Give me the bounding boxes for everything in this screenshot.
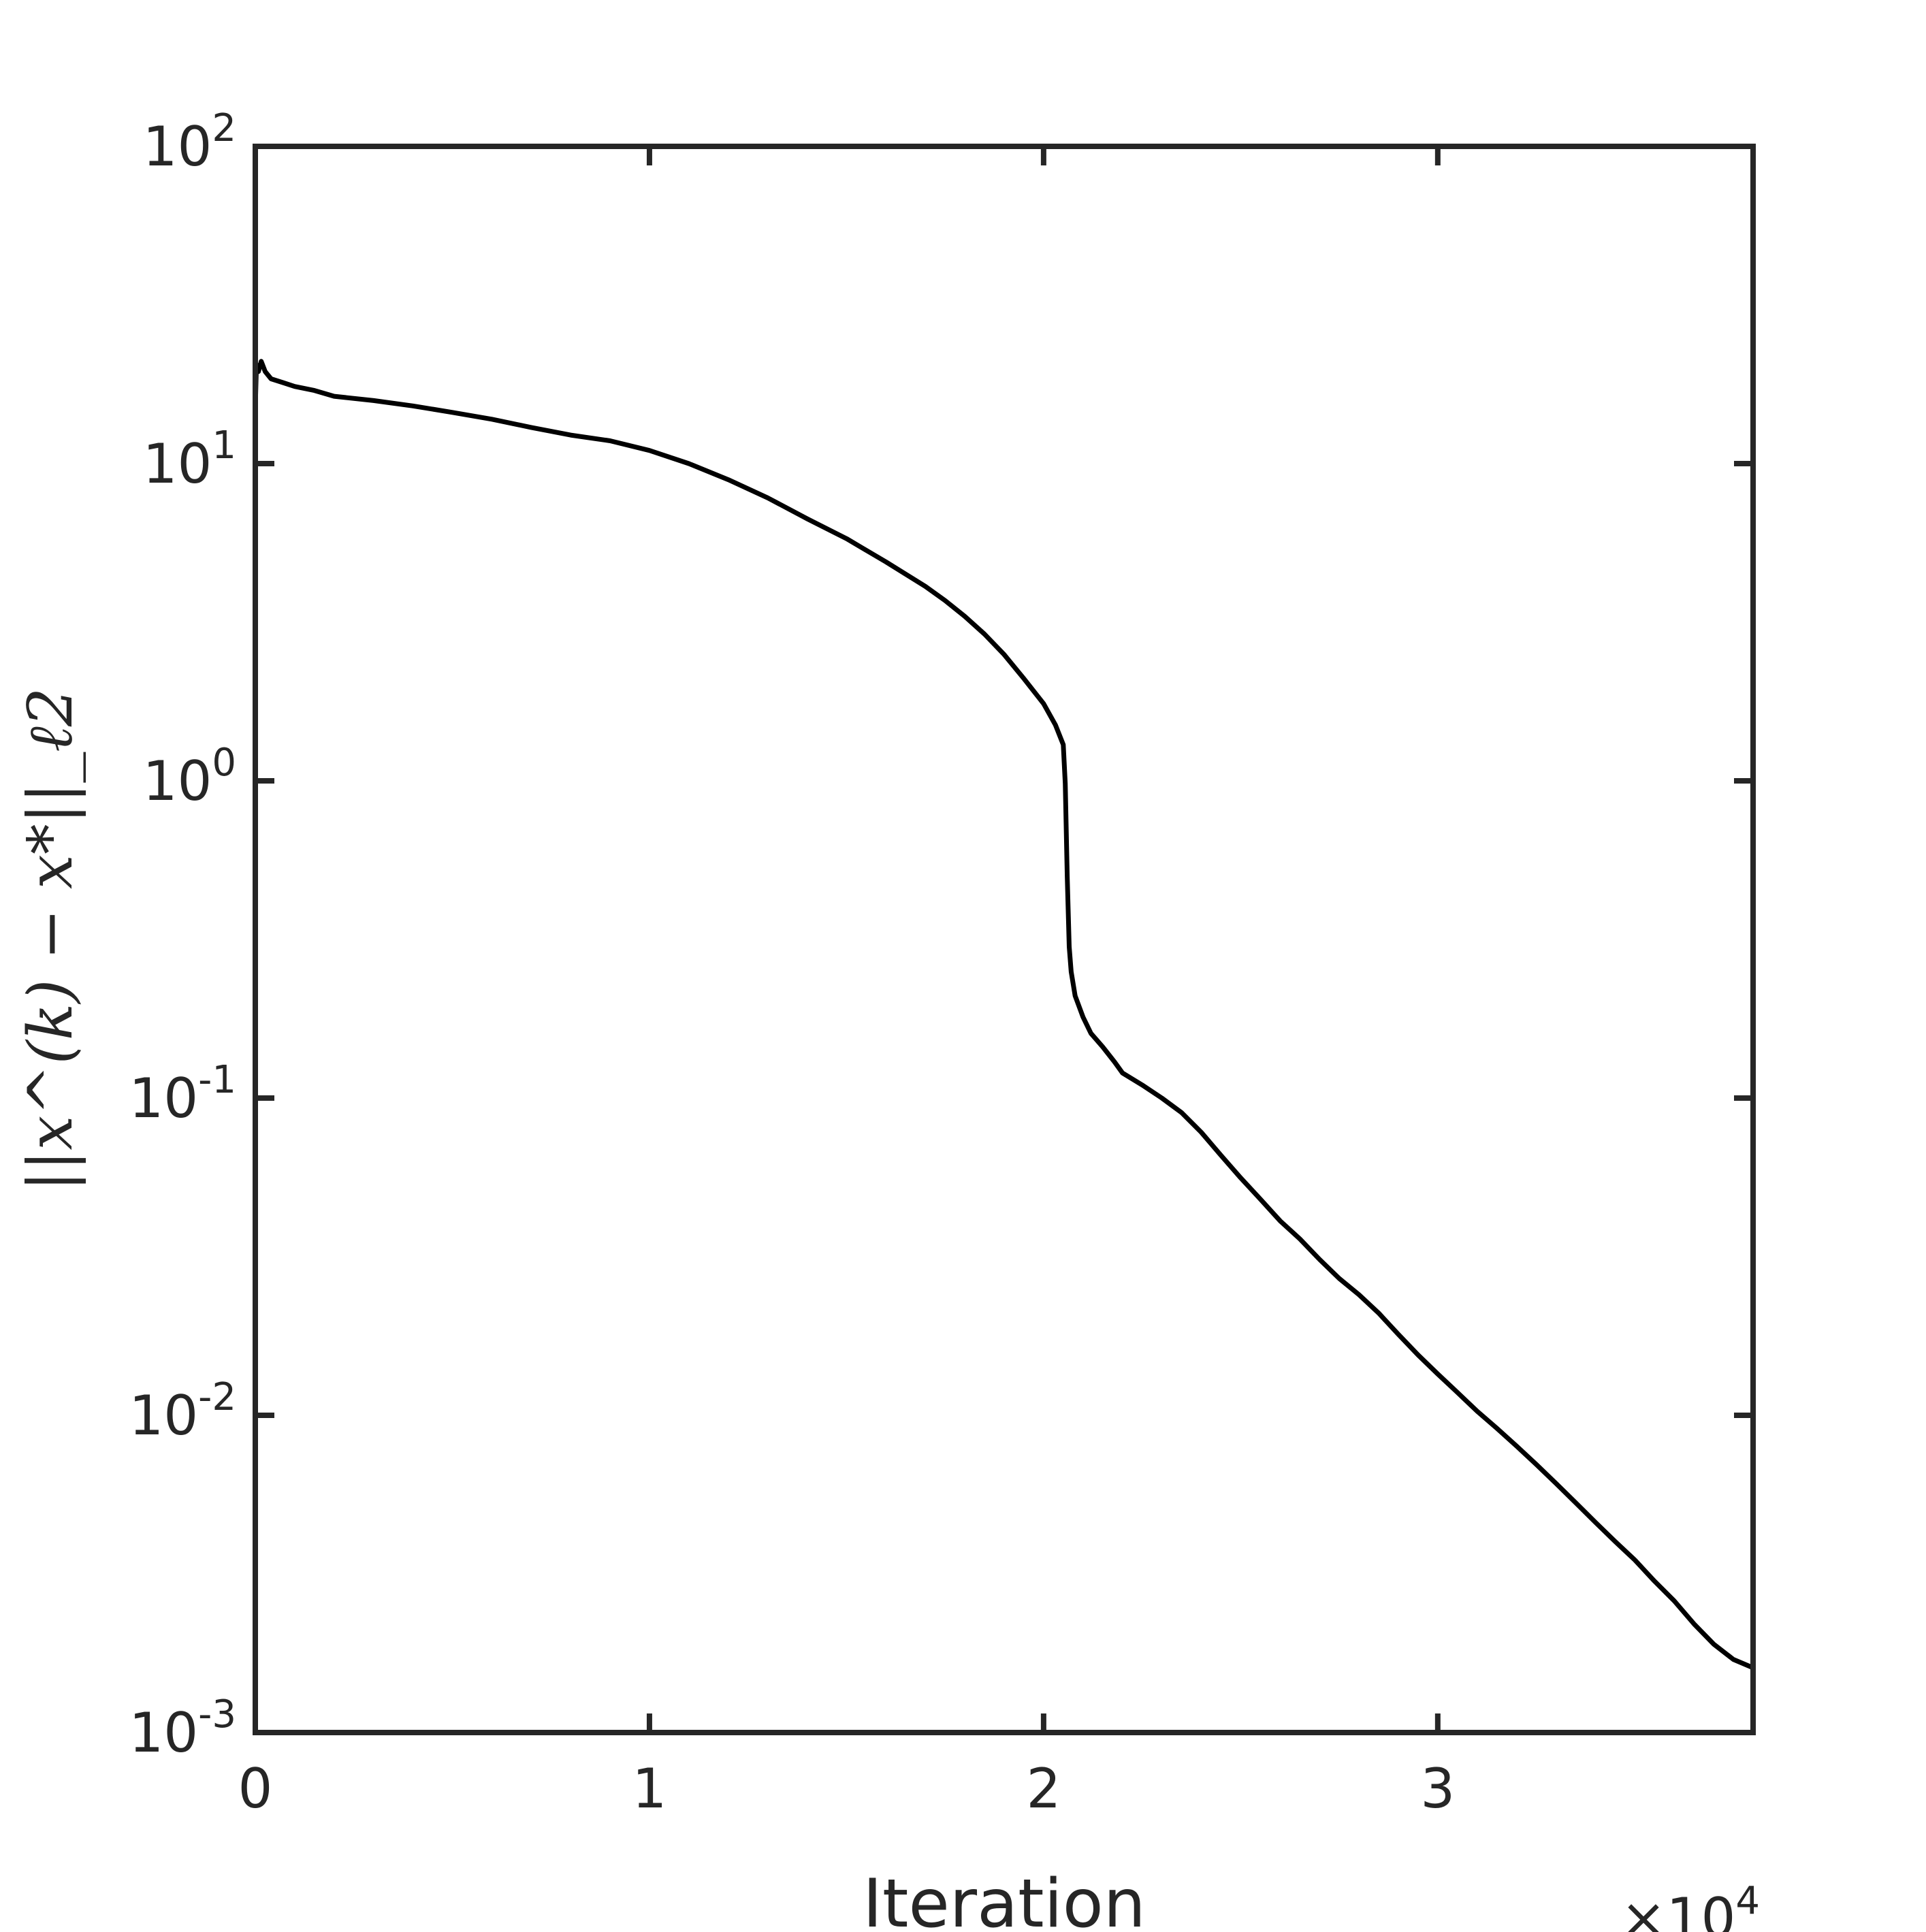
- x-axis-multiplier-exponent: 4: [1735, 1879, 1760, 1923]
- y-tick-label-0: 102: [143, 106, 236, 178]
- y-tick-label-base-0: 10: [143, 115, 212, 178]
- ticks-layer: [253, 144, 1753, 1735]
- axes-box: [253, 144, 1756, 1735]
- y-tick-label-base-3: 10: [129, 1067, 198, 1130]
- y-tick-label-base-2: 10: [143, 750, 212, 813]
- y-tick-label-exponent-3: -1: [198, 1058, 236, 1102]
- x-axis-multiplier-base: ×10: [1621, 1886, 1736, 1932]
- y-tick-label-exponent-0: 2: [212, 106, 236, 150]
- x-axis-multiplier: ×104: [1621, 1879, 1760, 1932]
- series-layer: [253, 359, 1756, 1671]
- y-tick-label-exponent-1: 1: [212, 423, 236, 468]
- series-line-0: [253, 359, 1756, 1671]
- x-tick-label-2: 2: [1026, 1757, 1061, 1820]
- y-tick-label-exponent-5: -3: [198, 1692, 236, 1737]
- y-tick-label-base-5: 10: [129, 1701, 198, 1765]
- y-tick-label-4: 10-2: [129, 1375, 236, 1447]
- y-tick-label-3: 10-1: [129, 1058, 236, 1130]
- x-tick-label-1: 1: [632, 1757, 667, 1820]
- y-axis-label-text: ||x^(k) − x*||_ℓ2: [15, 688, 86, 1191]
- y-tick-label-exponent-2: 0: [212, 741, 236, 785]
- y-tick-label-base-1: 10: [143, 432, 212, 496]
- y-tick-label-1: 101: [143, 423, 236, 496]
- x-tick-label-0: 0: [238, 1757, 273, 1820]
- y-tick-label-exponent-4: -2: [198, 1375, 236, 1419]
- x-axis-label: Iteration: [863, 1865, 1146, 1932]
- y-tick-label-2: 100: [143, 741, 236, 813]
- y-tick-label-base-4: 10: [129, 1384, 198, 1447]
- x-tick-label-3: 3: [1420, 1757, 1455, 1820]
- y-axis-label: ||x^(k) − x*||_ℓ2: [15, 688, 86, 1191]
- y-tick-label-5: 10-3: [129, 1692, 236, 1765]
